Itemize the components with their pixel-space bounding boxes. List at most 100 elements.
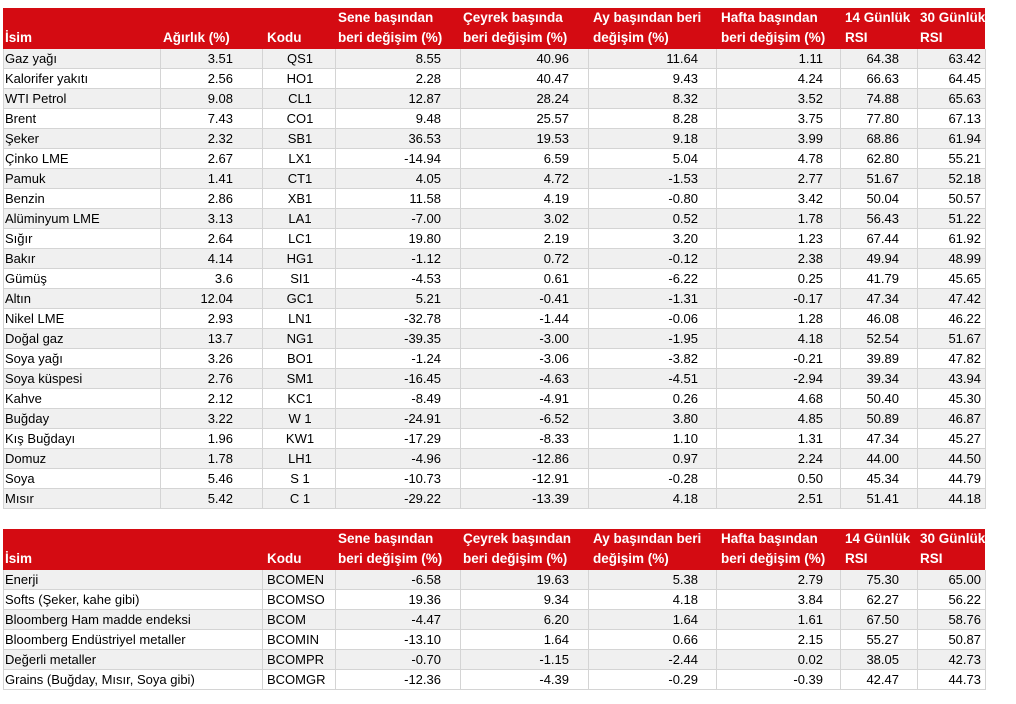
table-cell: KC1	[287, 391, 313, 406]
table-cell: 2.51	[797, 491, 823, 506]
column-separator	[262, 49, 263, 509]
table-cell: 47.82	[948, 351, 981, 366]
table-cell: 46.22	[948, 311, 981, 326]
table-cell: 56.22	[948, 592, 981, 607]
table-cell: -4.63	[539, 371, 569, 386]
table-cell: 2.64	[207, 231, 233, 246]
table-cell: 11.64	[666, 51, 698, 66]
column-header: Çeyrek başında	[463, 10, 563, 25]
table-cell: -32.78	[404, 311, 441, 326]
table-cell: 38.05	[866, 652, 899, 667]
table-cell: 48.99	[948, 251, 981, 266]
table-cell: 4.78	[797, 151, 823, 166]
table-cell: 42.73	[948, 652, 981, 667]
column-separator	[335, 49, 336, 509]
table-cell: LX1	[288, 151, 312, 166]
table-cell: 46.08	[866, 311, 899, 326]
table-row	[3, 269, 985, 289]
table-cell: LH1	[288, 451, 312, 466]
table-cell: -0.12	[668, 251, 698, 266]
column-header: RSI	[845, 30, 868, 45]
table-cell: 43.94	[948, 371, 981, 386]
table-cell: 9.34	[543, 592, 569, 607]
column-header: değişim (%)	[593, 30, 669, 45]
table-cell: Kalorifer yakıtı	[5, 71, 89, 86]
table-cell: 0.61	[543, 271, 569, 286]
table-row	[3, 89, 985, 109]
table-row	[3, 369, 985, 389]
table-cell: -16.45	[404, 371, 441, 386]
table-cell: 67.50	[866, 612, 899, 627]
table-cell: 44.73	[948, 672, 981, 687]
table-cell: 3.20	[672, 231, 698, 246]
column-header: Hafta başından	[721, 10, 818, 25]
column-separator	[460, 49, 461, 509]
table-cell: 39.89	[866, 351, 899, 366]
table-cell: GC1	[286, 291, 314, 306]
table-cell: LA1	[288, 211, 312, 226]
table-cell: CO1	[286, 111, 314, 126]
table-cell: 1.31	[797, 431, 823, 446]
table-cell: 47.34	[866, 291, 899, 306]
column-separator	[716, 570, 717, 690]
table-cell: 2.12	[207, 391, 233, 406]
column-header: Kodu	[267, 30, 302, 45]
table-row	[3, 209, 985, 229]
table-cell: 4.18	[797, 331, 823, 346]
table-cell: BCOMPR	[267, 652, 325, 667]
column-separator	[588, 570, 589, 690]
column-separator	[985, 570, 986, 690]
table-cell: 8.32	[672, 91, 698, 106]
table-cell: 4.19	[543, 191, 569, 206]
table-row	[3, 129, 985, 149]
column-header: 30 Günlük	[920, 531, 986, 546]
table-cell: 9.48	[415, 111, 441, 126]
table-header	[3, 8, 985, 49]
column-header: beri değişim (%)	[721, 30, 826, 45]
table-cell: -4.91	[539, 391, 569, 406]
table-cell: 19.36	[408, 592, 441, 607]
table-cell: 50.87	[948, 632, 981, 647]
table-cell: 61.92	[948, 231, 981, 246]
table-cell: BCOM	[267, 612, 306, 627]
table-cell: -0.21	[793, 351, 823, 366]
table-cell: 5.42	[207, 491, 233, 506]
table-cell: 44.00	[866, 451, 899, 466]
table-cell: 0.50	[797, 471, 823, 486]
table-cell: 64.38	[866, 51, 899, 66]
table-cell: 51.22	[948, 211, 981, 226]
table-cell: 2.15	[797, 632, 823, 647]
table-cell: -3.00	[539, 331, 569, 346]
column-separator	[3, 49, 4, 509]
table-cell: Değerli metaller	[5, 652, 97, 667]
table-cell: BCOMSO	[267, 592, 325, 607]
table-cell: 40.96	[536, 51, 569, 66]
table-cell: -17.29	[404, 431, 441, 446]
table-cell: 19.80	[408, 231, 441, 246]
table-row	[3, 169, 985, 189]
table-cell: 46.87	[948, 411, 981, 426]
table-cell: -13.39	[532, 491, 569, 506]
table-cell: Bloomberg Ham madde endeksi	[5, 612, 191, 627]
table-cell: 45.30	[948, 391, 981, 406]
table-cell: -8.33	[539, 431, 569, 446]
column-separator	[840, 49, 841, 509]
table-cell: 55.27	[866, 632, 899, 647]
column-header: beri değişim (%)	[463, 30, 568, 45]
column-header: beri değişim (%)	[338, 551, 443, 566]
table-cell: Domuz	[5, 451, 47, 466]
table-cell: 66.63	[866, 71, 899, 86]
table-cell: Alüminyum LME	[5, 211, 100, 226]
column-header: Ay başından beri	[593, 10, 702, 25]
table-cell: 3.51	[207, 51, 233, 66]
table-cell: -6.52	[539, 411, 569, 426]
table-cell: -0.28	[668, 471, 698, 486]
table-cell: Benzin	[5, 191, 45, 206]
table-row	[3, 610, 985, 630]
table-cell: -1.12	[411, 251, 441, 266]
table-cell: 3.26	[207, 351, 233, 366]
table-cell: 2.93	[207, 311, 233, 326]
table-row	[3, 249, 985, 269]
table-cell: 1.23	[797, 231, 823, 246]
